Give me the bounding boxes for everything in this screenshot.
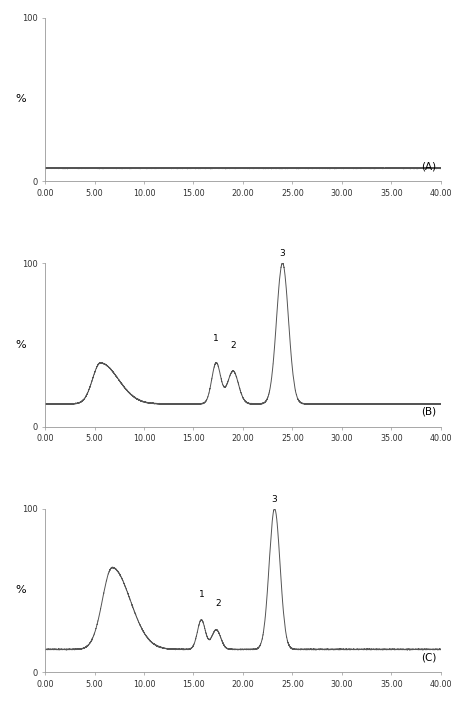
Text: 1: 1 [199,590,204,598]
Text: 3: 3 [272,495,277,504]
Text: 2: 2 [230,341,236,350]
Text: 3: 3 [280,249,285,258]
Text: 2: 2 [215,600,221,608]
Y-axis label: %: % [15,340,26,350]
Text: (B): (B) [421,407,436,417]
Text: (C): (C) [421,653,437,662]
Text: 1: 1 [213,334,219,344]
Y-axis label: %: % [15,94,26,104]
Text: (A): (A) [421,161,436,172]
Y-axis label: %: % [15,586,26,596]
